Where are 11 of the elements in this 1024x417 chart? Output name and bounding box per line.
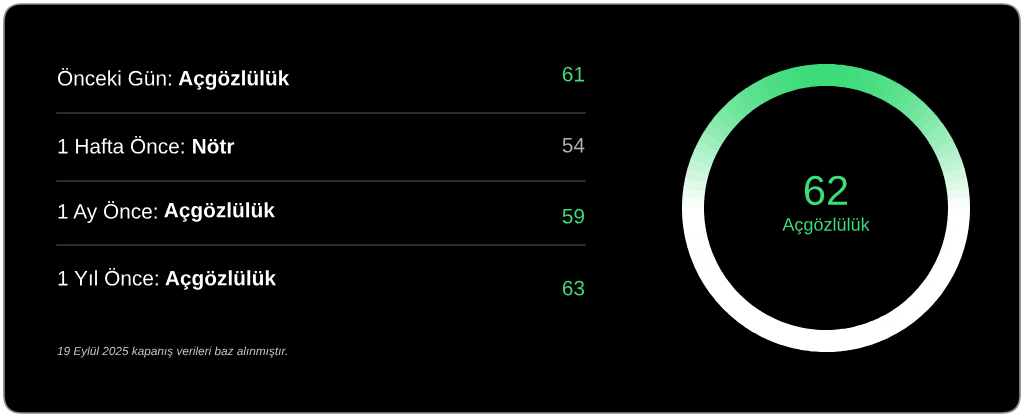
text: 19 Eylül 2025 kapanış verileri baz alınmıştır. [57, 346, 287, 358]
data-label: 61 [562, 66, 584, 82]
category-label: 1 Ay Önce: Açgözlülük [58, 201, 275, 223]
data-label: 63 [562, 280, 585, 296]
category-label: 1 Yıl Önce: Açgözlülük [58, 267, 277, 290]
data-label: 54 [562, 138, 585, 153]
text: Açgözlülük [782, 217, 870, 235]
data-label: 59 [562, 208, 585, 224]
category-label: 1 Hafta Önce: Nötr [58, 135, 235, 154]
text: 62 [804, 175, 848, 206]
category-label: Önceki Gün: Açgözlülük [57, 67, 290, 90]
